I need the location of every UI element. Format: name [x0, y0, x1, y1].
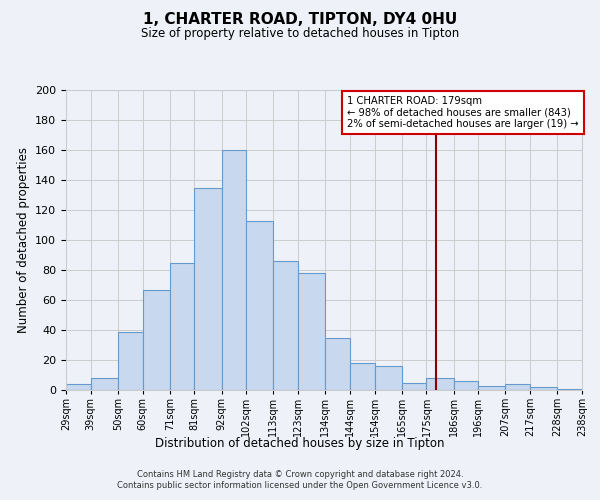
Bar: [221, 150, 246, 390]
Text: Contains HM Land Registry data © Crown copyright and database right 2024.: Contains HM Land Registry data © Crown c…: [137, 470, 463, 479]
Bar: [66, 384, 91, 390]
Y-axis label: Number of detached properties: Number of detached properties: [17, 147, 29, 333]
Bar: [170, 262, 194, 390]
Bar: [530, 387, 557, 390]
Bar: [298, 273, 325, 390]
Bar: [118, 332, 143, 390]
Bar: [325, 338, 350, 390]
Text: 1 CHARTER ROAD: 179sqm
← 98% of detached houses are smaller (843)
2% of semi-det: 1 CHARTER ROAD: 179sqm ← 98% of detached…: [347, 96, 579, 129]
Bar: [246, 220, 274, 390]
Bar: [454, 381, 478, 390]
Bar: [194, 188, 221, 390]
Bar: [402, 382, 427, 390]
Bar: [143, 290, 170, 390]
Text: 1, CHARTER ROAD, TIPTON, DY4 0HU: 1, CHARTER ROAD, TIPTON, DY4 0HU: [143, 12, 457, 28]
Bar: [557, 388, 582, 390]
Bar: [427, 378, 454, 390]
Bar: [91, 378, 118, 390]
Bar: [374, 366, 402, 390]
Bar: [478, 386, 505, 390]
Text: Contains public sector information licensed under the Open Government Licence v3: Contains public sector information licen…: [118, 481, 482, 490]
Text: Distribution of detached houses by size in Tipton: Distribution of detached houses by size …: [155, 438, 445, 450]
Bar: [350, 363, 374, 390]
Bar: [505, 384, 530, 390]
Bar: [274, 261, 298, 390]
Text: Size of property relative to detached houses in Tipton: Size of property relative to detached ho…: [141, 28, 459, 40]
